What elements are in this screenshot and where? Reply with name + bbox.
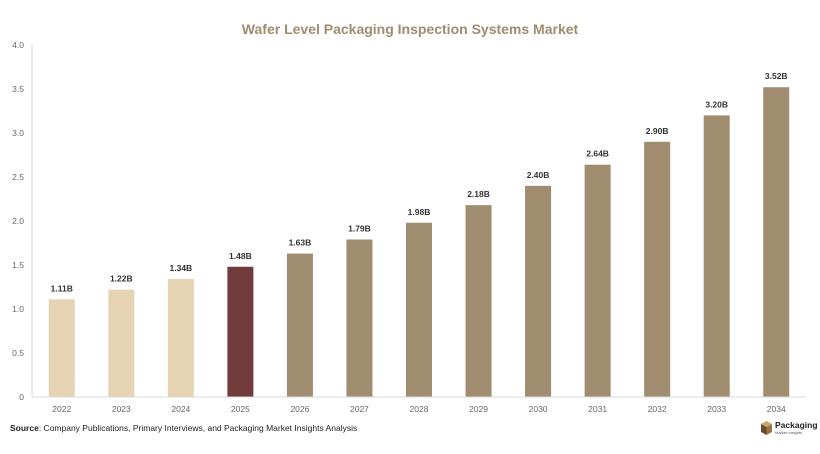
bar-2026 <box>286 253 313 397</box>
x-tick-label-2024: 2024 <box>171 404 190 414</box>
data-label-2026: 1.63B <box>289 238 312 248</box>
source-label: Source <box>10 423 39 433</box>
bar-2028 <box>406 222 432 397</box>
data-label-2023: 1.22B <box>110 274 133 284</box>
data-label-2022: 1.11B <box>51 283 73 293</box>
x-tick-label-2022: 2022 <box>52 404 71 414</box>
data-label-2027: 1.79B <box>348 223 371 233</box>
bars-group <box>48 87 790 398</box>
y-tick-label: 2.5 <box>12 172 24 182</box>
x-tick-label-2033: 2033 <box>707 404 726 414</box>
brand-logo: Packaging Market Insights <box>761 421 818 435</box>
data-label-2034: 3.52B <box>765 71 788 81</box>
data-labels-group: 1.11B 1.22B 1.34B 1.48B 1.63B 1.79B 1.98B 2.18B… <box>51 71 788 293</box>
x-tick-label-2025: 2025 <box>231 404 250 414</box>
bar-2029 <box>465 205 492 397</box>
data-label-2029: 2.18B <box>467 189 490 199</box>
y-tick-label: 3.0 <box>12 128 24 138</box>
x-tick-label-2026: 2026 <box>290 404 309 414</box>
y-tick-label: 3.5 <box>12 84 24 94</box>
y-tick-label: 4.0 <box>12 40 24 50</box>
data-label-2028: 1.98B <box>408 207 431 217</box>
x-tick-label-2027: 2027 <box>350 404 369 414</box>
logo-line2: Market Insights <box>775 429 803 435</box>
bar-2025 <box>227 266 254 397</box>
bar-2030 <box>525 185 552 397</box>
x-tick-label-2032: 2032 <box>648 404 667 414</box>
bar-2027 <box>346 239 373 397</box>
x-tick-label-2034: 2034 <box>767 404 786 414</box>
bar-2034 <box>763 87 790 398</box>
bar-2022 <box>48 299 75 397</box>
box-icon <box>761 421 772 435</box>
y-tick-label: 0.5 <box>12 348 24 358</box>
x-tick-label-2031: 2031 <box>588 404 607 414</box>
data-label-2030: 2.40B <box>527 170 550 180</box>
x-tick-label-2028: 2028 <box>410 404 429 414</box>
x-tick-label-2029: 2029 <box>469 404 488 414</box>
bar-2024 <box>167 279 194 397</box>
x-tick-label-2023: 2023 <box>112 404 131 414</box>
chart-title: Wafer Level Packaging Inspection Systems… <box>241 21 579 37</box>
source-text: : Company Publications, Primary Intervie… <box>38 423 358 433</box>
bar-2032 <box>644 141 671 397</box>
logo-line1: Packaging <box>775 420 818 431</box>
data-label-2025: 1.48B <box>229 251 252 261</box>
data-label-2033: 3.20B <box>705 99 728 109</box>
data-label-2032: 2.90B <box>646 126 669 136</box>
y-tick-label: 0 <box>19 392 24 402</box>
bar-2033 <box>703 115 730 398</box>
bar-2031 <box>584 164 611 397</box>
y-tick-label: 1.5 <box>12 260 24 270</box>
bar-2023 <box>108 289 135 397</box>
x-tick-label-2030: 2030 <box>529 404 548 414</box>
y-axis: 0 0.5 1.0 1.5 2.0 2.5 3.0 3.5 4.0 <box>12 40 33 402</box>
x-axis: 2022 2023 2024 2025 2026 2027 2028 2029 2030 2031… <box>32 396 806 414</box>
data-label-2024: 1.34B <box>170 263 193 273</box>
source-note: Source: Company Publications, Primary In… <box>10 423 357 433</box>
y-tick-label: 2.0 <box>12 216 24 226</box>
data-label-2031: 2.64B <box>586 149 609 159</box>
y-tick-label: 1.0 <box>12 304 24 314</box>
